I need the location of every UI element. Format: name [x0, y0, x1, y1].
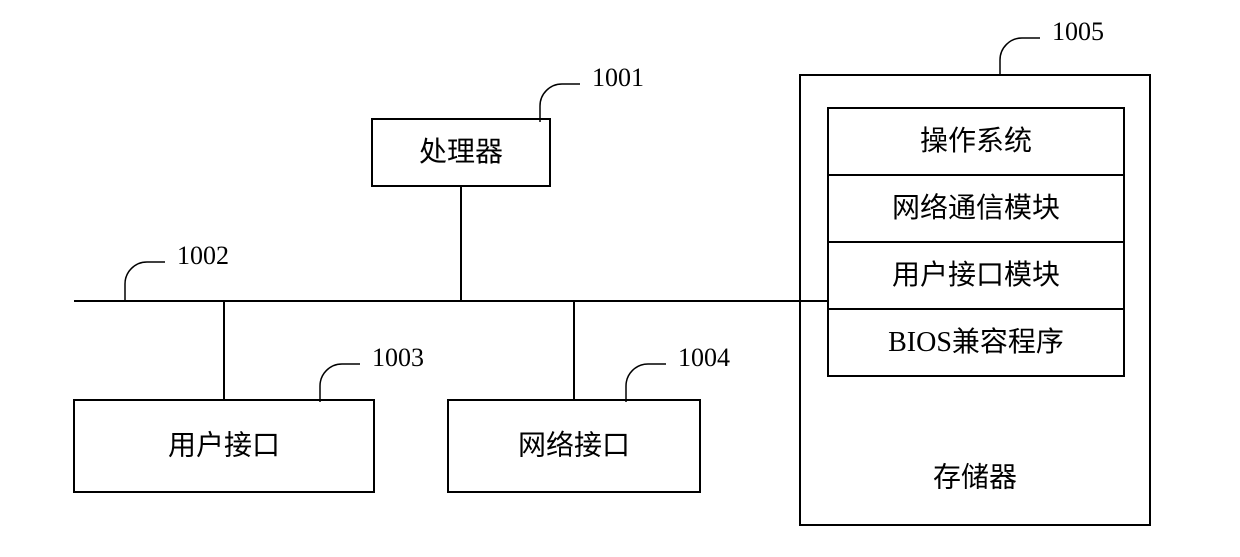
- processor-leader: [540, 84, 580, 122]
- memory-inner-label: 用户接口模块: [892, 259, 1060, 291]
- processor-label: 处理器: [419, 136, 503, 168]
- memory-leader: [1000, 38, 1040, 76]
- user-interface-label: 用户接口: [168, 429, 280, 461]
- network-interface-leader: [626, 364, 666, 402]
- memory-inner-label: 网络通信模块: [892, 192, 1060, 224]
- memory-label: 存储器: [933, 461, 1017, 493]
- user-interface-ref: 1003: [372, 343, 424, 372]
- network-interface-label: 网络接口: [518, 429, 630, 461]
- memory-inner-label: BIOS兼容程序: [888, 326, 1064, 358]
- user-interface-leader: [320, 364, 360, 402]
- processor-ref: 1001: [592, 63, 644, 92]
- bus-leader-1002: [125, 262, 165, 300]
- memory-ref: 1005: [1052, 17, 1104, 46]
- bus-ref-1002: 1002: [177, 241, 229, 270]
- memory-inner-label: 操作系统: [920, 125, 1032, 157]
- network-interface-ref: 1004: [678, 343, 730, 372]
